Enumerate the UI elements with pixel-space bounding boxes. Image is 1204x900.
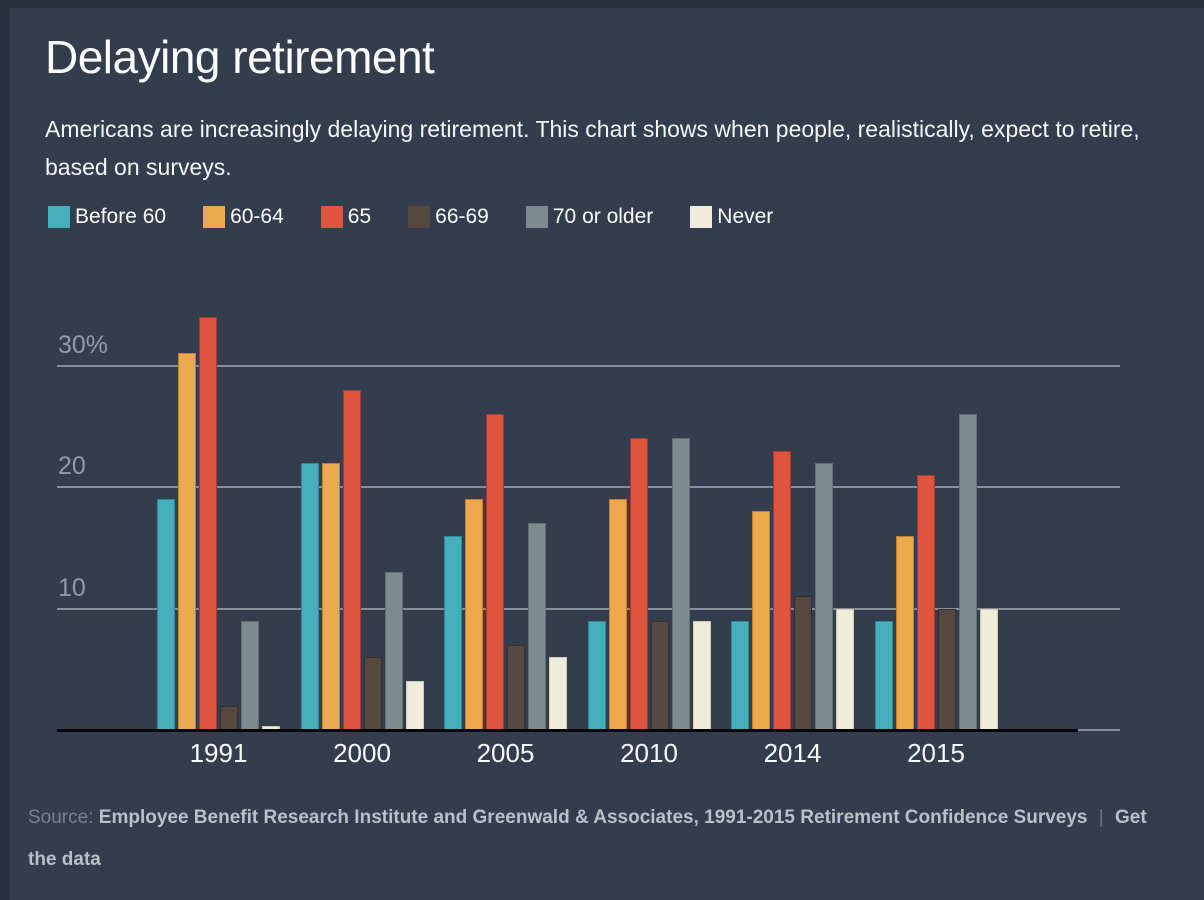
bar-2015-before-60 — [874, 620, 893, 730]
bar-2005-65 — [486, 414, 504, 730]
x-axis-label-2014: 2014 — [763, 738, 822, 768]
bar-2014-65 — [773, 450, 791, 730]
bar-2015-70-or-older — [958, 414, 977, 730]
bar-2014-60-64 — [752, 511, 770, 730]
source-line: Source: Employee Benefit Research Instit… — [28, 797, 1178, 881]
bar-2010-before-60 — [587, 620, 606, 730]
bar-2000-66-69 — [363, 657, 382, 730]
bar-group-2000 — [300, 300, 424, 730]
chart-subtitle: Americans are increasingly delaying reti… — [45, 116, 1140, 180]
legend-label: 65 — [347, 205, 372, 228]
bar-2005-60-64 — [465, 499, 483, 730]
bar-2000-65 — [342, 389, 361, 730]
legend-label: 66-69 — [435, 205, 489, 228]
card-top-edge — [0, 0, 1204, 8]
x-axis-label-2005: 2005 — [476, 738, 535, 768]
legend-swatch-icon — [320, 206, 343, 228]
gridline-30 — [57, 364, 1120, 367]
legend-label: Never — [717, 205, 774, 228]
bar-group-2014 — [731, 300, 854, 730]
bar-2014-before-60 — [731, 620, 749, 730]
legend-item-60-64: 60-64 — [203, 205, 284, 229]
source-divider: | — [1098, 807, 1104, 828]
bar-2010-70-or-older — [671, 438, 690, 730]
bar-group-2010 — [587, 300, 711, 730]
source-label: Source: — [28, 807, 94, 828]
plot-area: 10 20 30% 1991 2000 2005 2010 2014 2015 — [57, 300, 1120, 768]
legend-label: 60-64 — [230, 205, 284, 228]
bar-2010-60-64 — [608, 499, 627, 730]
gridline-20 — [57, 486, 1120, 488]
bar-1991-60-64 — [178, 353, 196, 730]
bar-2010-66-69 — [650, 620, 669, 730]
bar-2000-never — [405, 681, 424, 730]
legend-swatch-icon — [525, 206, 548, 228]
legend-swatch-icon — [48, 206, 70, 228]
bar-1991-66-69 — [220, 705, 238, 730]
legend-label: 70 or older — [552, 205, 654, 228]
x-axis-label-1991: 1991 — [189, 738, 248, 768]
legend-item-66-69: 66-69 — [408, 205, 489, 229]
bar-2000-60-64 — [321, 462, 340, 730]
legend-item-70-or-older: 70 or older — [525, 205, 654, 229]
bar-2000-before-60 — [300, 462, 319, 730]
bar-2010-65 — [629, 438, 648, 730]
bar-2000-70-or-older — [384, 572, 403, 730]
bar-2014-never — [836, 608, 854, 730]
x-axis-label-2000: 2000 — [333, 738, 391, 768]
bar-2015-never — [979, 608, 998, 730]
x-axis-baseline — [57, 729, 1078, 732]
source-text: Employee Benefit Research Institute and … — [98, 807, 1088, 828]
bar-2010-never — [692, 620, 711, 730]
card-left-edge — [0, 0, 10, 900]
bar-2005-70-or-older — [528, 523, 546, 730]
y-axis-label-30: 30% — [58, 330, 109, 359]
bar-2014-66-69 — [794, 596, 812, 730]
legend-swatch-icon — [408, 206, 431, 228]
bar-2014-70-or-older — [815, 462, 833, 730]
get-the-data-link[interactable]: Get the data — [28, 807, 1147, 870]
y-axis-label-20: 20 — [58, 452, 86, 480]
x-axis-label-2010: 2010 — [620, 738, 678, 768]
bar-2005-66-69 — [507, 644, 525, 730]
bar-2005-before-60 — [444, 535, 462, 730]
x-axis-label-2015: 2015 — [907, 738, 965, 768]
bar-2015-65 — [916, 474, 935, 730]
legend-swatch-icon — [203, 206, 226, 228]
legend-item-before-60: Before 60 — [48, 205, 166, 229]
chart-title: Delaying retirement — [45, 31, 435, 83]
y-axis-label-10: 10 — [58, 573, 86, 602]
bar-1991-65 — [199, 316, 217, 730]
bar-group-2015 — [874, 300, 998, 730]
bar-group-2005 — [444, 300, 567, 730]
bar-1991-70-or-older — [241, 620, 259, 730]
bar-2015-60-64 — [895, 535, 914, 730]
legend-item-65: 65 — [320, 205, 372, 229]
legend-label: Before 60 — [75, 205, 167, 228]
gridline-10 — [57, 607, 1120, 610]
bar-group-1991 — [157, 300, 280, 730]
legend-item-never: Never — [690, 205, 773, 229]
bar-1991-never — [262, 726, 280, 730]
legend: Before 60 60-64 65 66-69 70 or older Never — [48, 205, 773, 229]
bar-2015-66-69 — [937, 608, 956, 730]
bar-1991-before-60 — [157, 499, 175, 730]
legend-swatch-icon — [690, 206, 713, 228]
bar-2005-never — [549, 657, 567, 730]
